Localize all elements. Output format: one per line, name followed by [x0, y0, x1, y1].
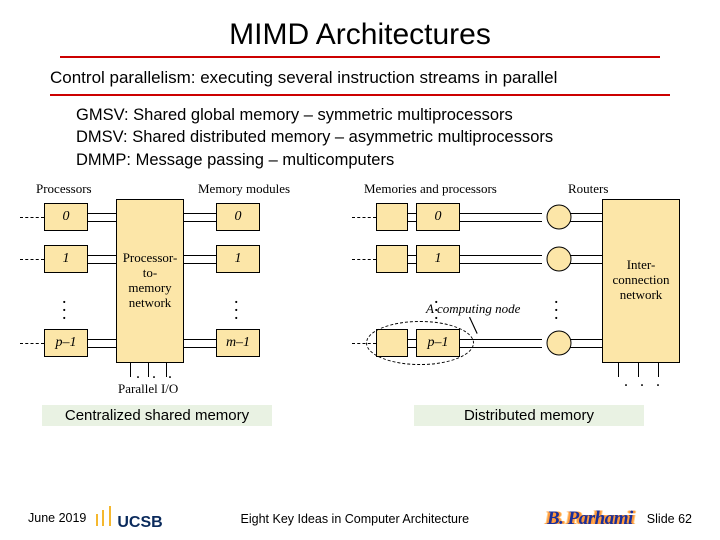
hl-mr-0a [460, 213, 542, 214]
ucsb-logo-icon: UCSB [96, 506, 163, 532]
label-parallel-io: Parallel I/O [118, 381, 178, 397]
label-computing-node: A computing node [426, 301, 520, 317]
hl-pn-lb [88, 347, 116, 348]
footer-left: June 2019 UCSB [28, 506, 163, 532]
proc-last: p–1 [44, 329, 88, 357]
proc-mem-network: Processor- to- memory network [116, 199, 184, 363]
computing-node-ellipse [366, 321, 474, 365]
hl-pn-la [88, 339, 116, 340]
hl-mr-lb [460, 347, 542, 348]
label-memory-modules: Memory modules [198, 181, 290, 197]
hl-rn-1b [570, 263, 602, 264]
ic-hdots: . . . [624, 373, 664, 391]
page-title: MIMD Architectures [0, 0, 720, 56]
hl-nm-la [184, 339, 216, 340]
dash-plast [20, 343, 44, 344]
label-processors: Processors [36, 181, 92, 197]
dash-p0 [20, 217, 44, 218]
definitions: GMSV: Shared global memory – symmetric m… [0, 104, 720, 181]
caption-centralized: Centralized shared memory [42, 405, 272, 426]
footer-slide: Slide 62 [647, 512, 692, 526]
hl-nm-lb [184, 347, 216, 348]
mp-proc-0: 0 [416, 203, 460, 231]
hl-rn-0b [570, 221, 602, 222]
footer-author: B. Parhami [547, 508, 633, 530]
mem-0: 0 [216, 203, 260, 231]
dash-p1 [20, 259, 44, 260]
def-gmsv: GMSV: Shared global memory – symmetric m… [76, 104, 660, 126]
diagram-area: Processors Memory modules 0 1 ... p–1 Pr… [18, 181, 702, 441]
hl-rn-0a [570, 213, 602, 214]
subtitle-underline [50, 94, 670, 96]
subtitle: Control parallelism: executing several i… [0, 68, 720, 94]
mp-h1b [408, 263, 416, 264]
hl-pn-0a [88, 213, 116, 214]
routers-svg [534, 199, 584, 369]
dash-mp0 [352, 217, 376, 218]
label-mem-proc: Memories and processors [364, 181, 497, 197]
label-routers: Routers [568, 181, 608, 197]
proc-0: 0 [44, 203, 88, 231]
mem-last: m–1 [216, 329, 260, 357]
hl-mr-1b [460, 263, 542, 264]
mp-proc-1: 1 [416, 245, 460, 273]
def-dmsv: DMSV: Shared distributed memory – asymme… [76, 126, 660, 148]
interconnect-network: Inter- connection network [602, 199, 680, 363]
mp-mem-1 [376, 245, 408, 273]
mp-h0a [408, 213, 416, 214]
hl-mr-0b [460, 221, 542, 222]
footer-right: B. Parhami Slide 62 [547, 508, 692, 530]
ellipse-pointer [469, 317, 478, 334]
hl-nm-0b [184, 221, 216, 222]
hl-nm-0a [184, 213, 216, 214]
footer-center: Eight Key Ideas in Computer Architecture [241, 512, 470, 526]
io-v1 [130, 363, 131, 377]
hl-pn-0b [88, 221, 116, 222]
footer-date: June 2019 [28, 511, 86, 525]
dash-mp1 [352, 259, 376, 260]
mem-dots: ... [234, 293, 239, 317]
mem-1: 1 [216, 245, 260, 273]
mp-h0b [408, 221, 416, 222]
hl-rn-lb [570, 347, 602, 348]
mp-mem-0 [376, 203, 408, 231]
footer: June 2019 UCSB Eight Key Ideas in Comput… [0, 506, 720, 532]
def-dmmp: DMMP: Message passing – multicomputers [76, 149, 660, 171]
hl-pn-1a [88, 255, 116, 256]
hl-pn-1b [88, 263, 116, 264]
mp-h1a [408, 255, 416, 256]
hl-mr-la [460, 339, 542, 340]
ic-v1 [618, 363, 619, 377]
router-dots: ... [554, 293, 559, 317]
hl-nm-1b [184, 263, 216, 264]
caption-distributed: Distributed memory [414, 405, 644, 426]
title-underline [60, 56, 660, 58]
hl-nm-1a [184, 255, 216, 256]
hl-rn-1a [570, 255, 602, 256]
hl-mr-1a [460, 255, 542, 256]
proc-dots: ... [62, 293, 67, 317]
hl-rn-la [570, 339, 602, 340]
proc-1: 1 [44, 245, 88, 273]
